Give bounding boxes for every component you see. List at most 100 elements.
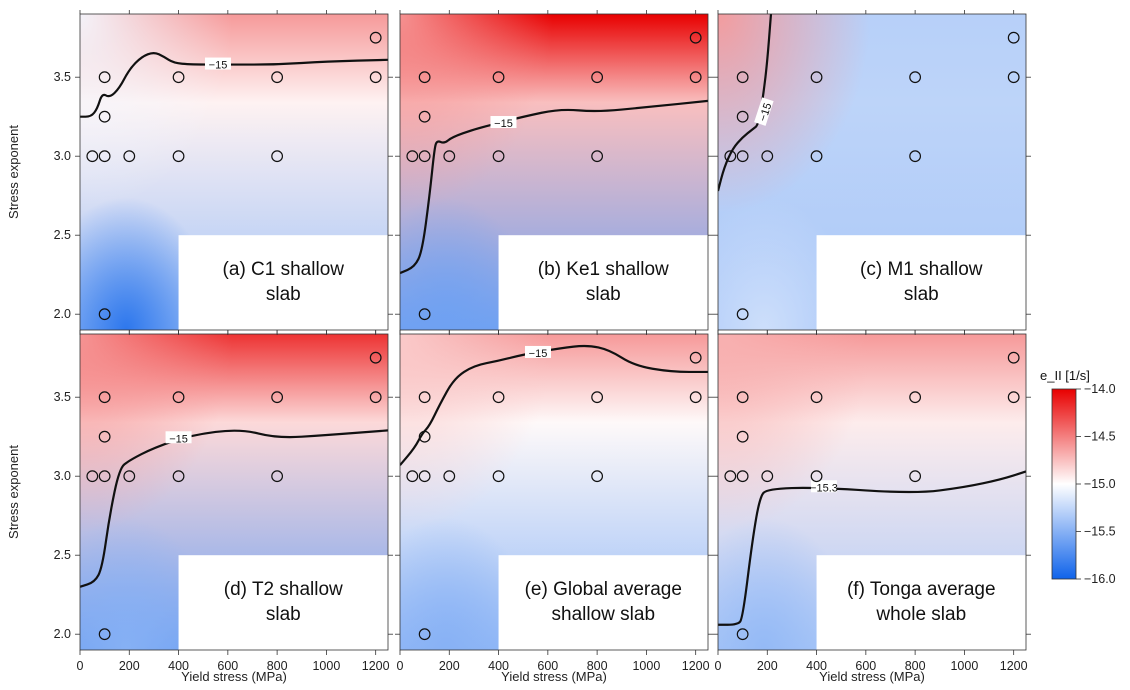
sample-point	[418, 628, 431, 641]
contour-label-bg	[204, 57, 231, 70]
sample-point	[418, 150, 431, 163]
panel-label-d-line-1: slab	[266, 604, 301, 625]
sample-point	[98, 430, 111, 443]
sample-point	[810, 391, 823, 404]
x-tick-label: 1000	[312, 659, 340, 673]
sample-point	[909, 150, 922, 163]
sample-point	[123, 470, 136, 483]
sample-point	[98, 71, 111, 84]
panel-label-b-line-0: (b) Ke1 shallow	[538, 259, 669, 280]
sample-point	[724, 470, 737, 483]
contour-line	[80, 429, 388, 588]
y-tick-label: 2.0	[54, 627, 71, 641]
contour-line	[718, 470, 1026, 626]
y-tick-label: 3.5	[54, 70, 71, 84]
colorbar-gradient	[1051, 388, 1077, 580]
sample-point	[271, 71, 284, 84]
colorbar: e_II [1/s]−14.0 −14.5 −15.0 −15.5 −16.0	[1040, 368, 1116, 586]
contour-line	[400, 344, 708, 466]
x-tick-label: 400	[806, 659, 827, 673]
panel-d: (d) T2 shallow slab −15	[80, 334, 388, 650]
sample-point	[909, 391, 922, 404]
contour-line	[718, 14, 773, 192]
panel-label-box	[816, 235, 1026, 330]
x-tick-label: 1200	[1000, 659, 1028, 673]
sample-point	[1007, 391, 1020, 404]
sample-point	[761, 150, 774, 163]
x-tick-label: 800	[587, 659, 608, 673]
sample-point	[271, 470, 284, 483]
y-tick-label: 2.5	[54, 548, 71, 562]
x-tick-label: 0	[397, 659, 404, 673]
plot-frame	[717, 333, 1027, 651]
sample-point	[1007, 31, 1020, 44]
sample-point	[369, 391, 382, 404]
contour-label-text: −15	[209, 60, 228, 72]
sample-point	[736, 430, 749, 443]
axes-f: 0 200 400 600 800 1000 1200 Yield stress (MPa)	[713, 330, 1031, 684]
panel-label-d-line-0: (d) T2 shallow	[224, 579, 343, 600]
panels-layer: (a) C1 shallow slab −15 (b) Ke1 shallow slab…	[80, 14, 1026, 650]
colorbar-tick-label: −14.5	[1084, 430, 1116, 444]
contour-label-text: −15	[757, 102, 774, 123]
sample-point	[689, 391, 702, 404]
contour-label-text: −15	[494, 118, 513, 130]
panel-f: (f) Tonga average whole slab −15.3	[718, 334, 1026, 650]
sample-point	[736, 628, 749, 641]
heatmap-field	[80, 334, 388, 650]
panel-e: (e) Global average shallow slab −15	[400, 334, 708, 650]
y-axis-title: Stress exponent	[6, 125, 21, 219]
panel-label-box	[178, 555, 388, 650]
x-tick-label: 600	[537, 659, 558, 673]
contour-label-text: −15	[169, 433, 188, 445]
x-tick-label: 1200	[362, 659, 390, 673]
plot-frame	[79, 333, 389, 651]
contour-label-bg	[165, 431, 192, 444]
y-tick-label: 3.0	[54, 469, 71, 483]
sample-point	[418, 430, 431, 443]
contour-label-c: −15	[754, 97, 774, 126]
sample-point	[689, 351, 702, 364]
sample-point	[492, 71, 505, 84]
contour-label-b: −15	[490, 116, 517, 130]
x-axis-title: Yield stress (MPa)	[501, 669, 607, 684]
sample-point	[689, 31, 702, 44]
contour-label-text: −15	[529, 348, 548, 360]
x-tick-label: 0	[77, 659, 84, 673]
panel-label-box	[498, 555, 708, 650]
x-tick-label: 400	[168, 659, 189, 673]
contour-label-e: −15	[524, 345, 551, 360]
contour-label-d: −15	[165, 431, 192, 445]
sample-point	[591, 391, 604, 404]
sample-point	[909, 470, 922, 483]
sample-point	[98, 110, 111, 123]
x-tick-label: 600	[217, 659, 238, 673]
sample-point	[98, 150, 111, 163]
colorbar-tick-label: −14.0	[1084, 382, 1116, 396]
x-axis-title: Yield stress (MPa)	[819, 669, 925, 684]
panel-label-a-line-0: (a) C1 shallow	[223, 259, 345, 280]
panel-label-f-line-0: (f) Tonga average	[847, 579, 996, 600]
sample-point	[761, 470, 774, 483]
sample-point	[172, 150, 185, 163]
sample-point	[724, 150, 737, 163]
y-tick-label: 3.5	[54, 390, 71, 404]
sample-point	[909, 71, 922, 84]
panel-label-e-line-0: (e) Global average	[525, 579, 682, 600]
sample-point	[736, 150, 749, 163]
sample-point	[591, 71, 604, 84]
x-tick-label: 1000	[632, 659, 660, 673]
colorbar-tick-label: −16.0	[1084, 572, 1116, 586]
sample-point	[418, 308, 431, 321]
sample-point	[98, 628, 111, 641]
panel-label-box	[816, 555, 1026, 650]
y-tick-label: 2.0	[54, 307, 71, 321]
sample-point	[271, 150, 284, 163]
sample-point	[172, 71, 185, 84]
sample-point	[810, 150, 823, 163]
sample-point	[369, 31, 382, 44]
sample-point	[98, 470, 111, 483]
sample-point	[271, 391, 284, 404]
panel-label-c-line-0: (c) M1 shallow	[860, 259, 983, 280]
